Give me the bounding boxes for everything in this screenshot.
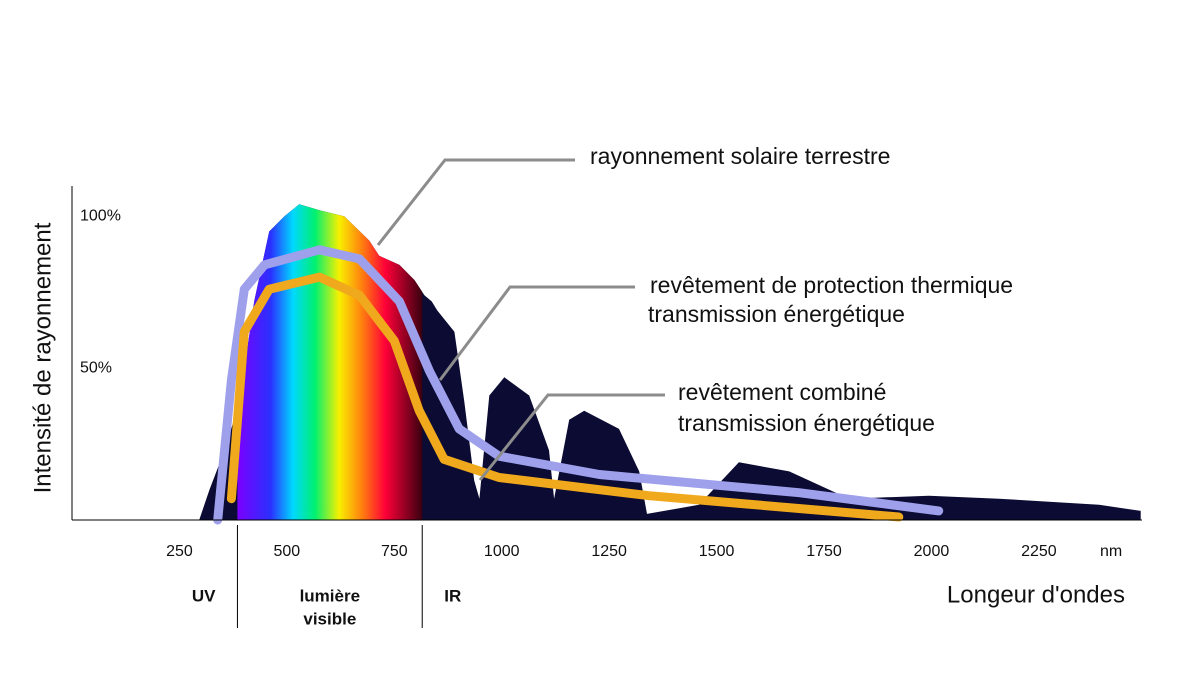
x-tick-label: 250 xyxy=(166,543,193,560)
x-unit: nm xyxy=(1100,543,1122,560)
x-tick-label: 1000 xyxy=(484,543,520,560)
leader-line xyxy=(478,393,665,481)
annotation: revêtement combiné xyxy=(678,379,886,405)
x-tick-label: 1250 xyxy=(591,543,627,560)
x-tick-label: 2250 xyxy=(1021,543,1057,560)
leader-line xyxy=(376,158,575,246)
region-label: IR xyxy=(444,586,461,605)
y-axis-label: Intensité de rayonnement xyxy=(29,222,56,493)
line xyxy=(226,272,904,522)
x-tick-label: 750 xyxy=(381,543,408,560)
leader-line xyxy=(438,285,635,381)
annotation: transmission énergétique xyxy=(648,301,905,327)
annotation: transmission énergétique xyxy=(678,410,935,436)
x-tick-label: 2000 xyxy=(914,543,950,560)
region-label: UV xyxy=(192,586,216,605)
x-tick-label: 500 xyxy=(274,543,301,560)
y-tick-label: 100% xyxy=(80,208,121,225)
region-label: lumière xyxy=(300,586,360,605)
region-label: visible xyxy=(303,609,356,628)
plot-area xyxy=(199,204,1141,525)
x-axis-label: Longeur d'ondes xyxy=(947,581,1125,608)
x-tick-label: 1500 xyxy=(699,543,735,560)
line xyxy=(213,245,944,525)
annotation: revêtement de protection thermique xyxy=(650,272,1013,298)
y-tick-label: 50% xyxy=(80,359,112,376)
annotation: rayonnement solaire terrestre xyxy=(590,143,890,169)
x-tick-label: 1750 xyxy=(806,543,842,560)
